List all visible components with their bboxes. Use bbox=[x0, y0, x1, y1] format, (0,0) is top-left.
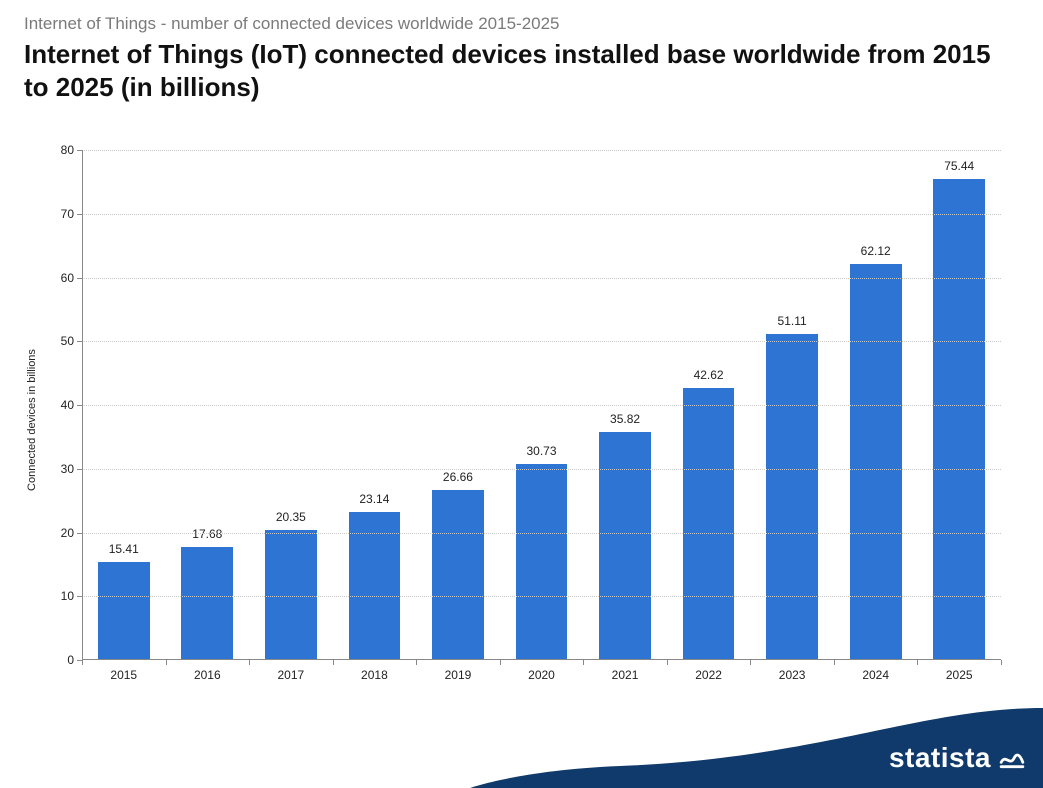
bar-value-label: 23.14 bbox=[359, 492, 389, 506]
chart-container: Connected devices in billions 15.41 17.68… bbox=[24, 140, 1019, 700]
brand-logo: statista bbox=[889, 742, 1025, 774]
x-tick-mark bbox=[82, 660, 83, 665]
bar: 17.68 bbox=[181, 547, 233, 660]
bar: 75.44 bbox=[933, 179, 985, 660]
bar-value-label: 26.66 bbox=[443, 470, 473, 484]
x-tick-label: 2024 bbox=[862, 668, 889, 682]
x-tick-label: 2019 bbox=[445, 668, 472, 682]
x-tick-label: 2016 bbox=[194, 668, 221, 682]
x-tick-label: 2023 bbox=[779, 668, 806, 682]
bar: 20.35 bbox=[265, 530, 317, 660]
x-axis-line bbox=[82, 659, 1001, 660]
bar-value-label: 51.11 bbox=[778, 314, 807, 328]
bar: 51.11 bbox=[766, 334, 818, 660]
grid-line bbox=[82, 150, 1001, 151]
plot-area: 15.41 17.68 20.35 23.14 26.66 30.73 35.82 42.62… bbox=[82, 150, 1001, 660]
grid-line bbox=[82, 405, 1001, 406]
bar: 62.12 bbox=[850, 264, 902, 660]
x-tick-mark bbox=[166, 660, 167, 665]
x-tick-mark bbox=[1001, 660, 1002, 665]
y-tick-label: 0 bbox=[67, 653, 74, 667]
x-tick-label: 2020 bbox=[528, 668, 555, 682]
bar-value-label: 15.41 bbox=[109, 542, 139, 556]
x-tick-mark bbox=[416, 660, 417, 665]
grid-line bbox=[82, 533, 1001, 534]
x-tick-label: 2017 bbox=[278, 668, 305, 682]
bar-value-label: 17.68 bbox=[192, 527, 222, 541]
grid-line bbox=[82, 596, 1001, 597]
footer-wave bbox=[0, 708, 1043, 788]
page-subtitle: Internet of Things - number of connected… bbox=[24, 14, 560, 34]
bar: 35.82 bbox=[599, 432, 651, 660]
bar-value-label: 75.44 bbox=[944, 159, 974, 173]
x-tick-mark bbox=[583, 660, 584, 665]
grid-line bbox=[82, 278, 1001, 279]
y-tick-label: 80 bbox=[61, 143, 74, 157]
y-tick-label: 40 bbox=[61, 398, 74, 412]
bar-value-label: 35.82 bbox=[610, 412, 640, 426]
bar: 42.62 bbox=[683, 388, 735, 660]
bar: 15.41 bbox=[98, 562, 150, 660]
brand-wave-icon bbox=[999, 745, 1025, 771]
bar: 30.73 bbox=[516, 464, 568, 660]
grid-line bbox=[82, 214, 1001, 215]
y-axis-line bbox=[82, 150, 83, 660]
page-title: Internet of Things (IoT) connected devic… bbox=[24, 38, 1019, 103]
grid-line bbox=[82, 341, 1001, 342]
bar: 23.14 bbox=[349, 512, 401, 660]
x-tick-mark bbox=[667, 660, 668, 665]
brand-text: statista bbox=[889, 742, 991, 774]
x-tick-label: 2015 bbox=[110, 668, 137, 682]
y-tick-label: 50 bbox=[61, 334, 74, 348]
x-tick-mark bbox=[333, 660, 334, 665]
x-tick-mark bbox=[500, 660, 501, 665]
x-tick-label: 2018 bbox=[361, 668, 388, 682]
x-tick-label: 2025 bbox=[946, 668, 973, 682]
y-tick-label: 60 bbox=[61, 271, 74, 285]
page: Internet of Things - number of connected… bbox=[0, 0, 1043, 788]
grid-line bbox=[82, 469, 1001, 470]
bar-value-label: 30.73 bbox=[526, 444, 556, 458]
y-tick-label: 70 bbox=[61, 207, 74, 221]
bar-value-label: 20.35 bbox=[276, 510, 306, 524]
x-tick-mark bbox=[917, 660, 918, 665]
x-tick-mark bbox=[750, 660, 751, 665]
bar-value-label: 62.12 bbox=[861, 244, 891, 258]
x-tick-mark bbox=[834, 660, 835, 665]
x-tick-label: 2021 bbox=[612, 668, 639, 682]
y-tick-label: 20 bbox=[61, 526, 74, 540]
bar-value-label: 42.62 bbox=[694, 368, 724, 382]
y-axis-title: Connected devices in billions bbox=[26, 349, 38, 491]
bar: 26.66 bbox=[432, 490, 484, 660]
y-tick-label: 10 bbox=[61, 589, 74, 603]
y-tick-label: 30 bbox=[61, 462, 74, 476]
x-tick-label: 2022 bbox=[695, 668, 722, 682]
x-tick-mark bbox=[249, 660, 250, 665]
